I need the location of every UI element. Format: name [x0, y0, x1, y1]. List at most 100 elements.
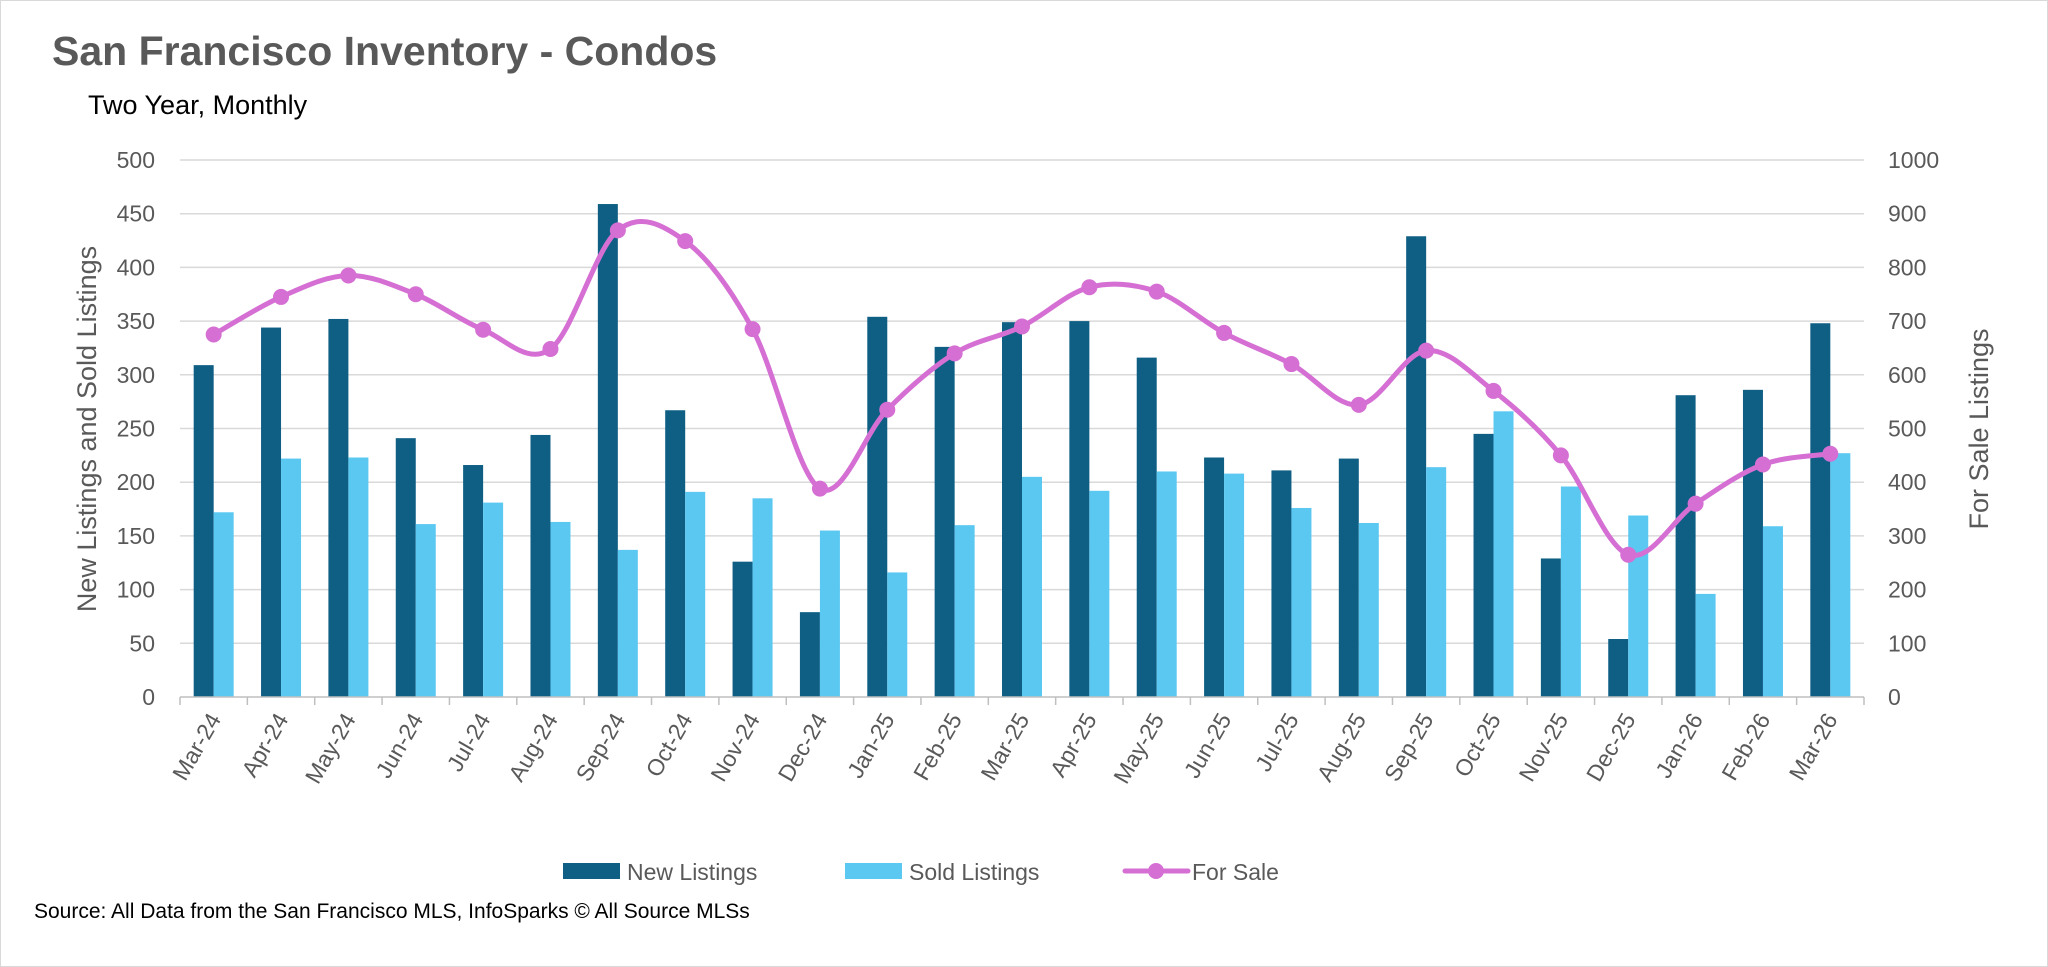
bar-sold-listings: [954, 525, 975, 697]
bar-new-listings: [395, 438, 416, 697]
y-tick-label: 0: [142, 684, 155, 710]
bar-new-listings: [1002, 322, 1022, 697]
point-for-sale: [542, 341, 559, 358]
y2-tick-label: 400: [1888, 469, 1926, 495]
chart-subtitle: Two Year, Monthly: [88, 90, 308, 120]
bar-new-listings: [1069, 321, 1090, 697]
x-tick-label: Aug-24: [503, 708, 563, 785]
bar-new-listings: [193, 365, 214, 697]
x-tick-label: Nov-24: [705, 708, 765, 785]
line-series: [205, 219, 1839, 563]
point-for-sale: [879, 401, 896, 418]
y-tick-label: 350: [117, 308, 155, 334]
bar-new-listings: [799, 612, 820, 697]
bar-new-listings: [597, 204, 618, 697]
bar-sold-listings: [348, 457, 369, 697]
bar-sold-listings: [1493, 411, 1514, 697]
y2-axis-title: For Sale Listings: [1964, 328, 1994, 529]
y-tick-label: 450: [117, 201, 155, 227]
legend-label-sold-listings: Sold Listings: [909, 859, 1039, 885]
y-tick-label: 150: [117, 523, 155, 549]
bar-new-listings: [867, 316, 888, 697]
point-for-sale: [609, 222, 626, 239]
bar-new-listings: [934, 346, 955, 697]
y-tick-label: 500: [117, 147, 155, 173]
bar-new-listings: [665, 410, 686, 697]
point-for-sale: [205, 326, 222, 343]
bar-new-listings: [1742, 389, 1763, 697]
y2-tick-label: 600: [1888, 362, 1926, 388]
x-tick-label: Apr-25: [1045, 709, 1102, 782]
bar-new-listings: [1204, 457, 1225, 697]
bar-sold-listings: [1089, 490, 1110, 697]
point-for-sale: [1081, 279, 1098, 296]
x-tick-label: Jan-25: [842, 709, 900, 783]
bar-new-listings: [1473, 433, 1494, 697]
y2-tick-label: 100: [1888, 630, 1926, 656]
y-tick-label: 100: [117, 577, 155, 603]
point-for-sale: [1283, 356, 1300, 373]
point-for-sale: [1754, 456, 1771, 473]
bar-new-listings: [530, 434, 551, 697]
bar-new-listings: [328, 318, 349, 697]
x-tick-label: Jun-24: [370, 708, 428, 782]
point-for-sale: [1418, 342, 1435, 359]
bar-sold-listings: [1830, 453, 1851, 697]
bar-new-listings: [732, 561, 753, 697]
y2-tick-label: 200: [1888, 577, 1926, 603]
x-tick-label: Dec-24: [773, 708, 833, 785]
point-for-sale: [744, 321, 761, 338]
bar-sold-listings: [1358, 523, 1379, 697]
bar-new-listings: [1608, 639, 1629, 697]
x-tick-label: Sep-24: [571, 708, 631, 785]
bar-sold-listings: [213, 512, 234, 697]
x-tick-label: Feb-26: [1716, 709, 1775, 785]
x-tick-label: Jul-25: [1250, 709, 1304, 776]
legend-item-new-listings[interactable]: New Listings: [563, 859, 757, 885]
point-for-sale: [1216, 324, 1233, 341]
bar-sold-listings: [617, 549, 638, 697]
x-tick-label: Mar-24: [167, 708, 226, 784]
point-for-sale: [475, 321, 492, 338]
bar-sold-listings: [550, 521, 571, 697]
bar-sold-listings: [1560, 486, 1581, 697]
source-note: Source: All Data from the San Francisco …: [34, 900, 750, 923]
y-tick-label: 50: [129, 630, 155, 656]
x-tick-label: Jan-26: [1650, 709, 1708, 783]
bar-sold-listings: [752, 498, 773, 697]
bar-sold-listings: [483, 502, 504, 697]
bar-sold-listings: [1291, 507, 1312, 697]
x-tick-label: Sep-25: [1379, 709, 1439, 786]
y-axis-title: New Listings and Sold Listings: [72, 246, 102, 612]
x-tick-label: Nov-25: [1514, 709, 1574, 786]
point-for-sale: [1687, 495, 1704, 512]
bar-sold-listings: [1156, 471, 1177, 697]
bar-sold-listings: [1762, 526, 1783, 697]
x-tick-label: Oct-24: [640, 708, 697, 781]
y2-tick-label: 0: [1888, 684, 1901, 710]
y2-tick-label: 500: [1888, 416, 1926, 442]
x-tick-label: Jul-24: [442, 708, 496, 775]
legend: New Listings Sold Listings For Sale: [563, 859, 1279, 885]
x-tick-label: Aug-25: [1312, 709, 1372, 786]
y2-tick-label: 900: [1888, 201, 1926, 227]
bar-series: [193, 204, 1851, 697]
y-tick-label: 400: [117, 254, 155, 280]
x-tick-label: May-25: [1108, 709, 1169, 788]
y2-tick-label: 1000: [1888, 147, 1939, 173]
x-tick-label: Jun-25: [1179, 709, 1237, 783]
y2-tick-label: 800: [1888, 254, 1926, 280]
bar-new-listings: [1406, 236, 1427, 697]
x-tick-label: Oct-25: [1449, 709, 1506, 782]
legend-item-sold-listings[interactable]: Sold Listings: [845, 859, 1039, 885]
bar-new-listings: [1675, 395, 1696, 697]
legend-item-for-sale[interactable]: For Sale: [1122, 859, 1279, 885]
bar-new-listings: [1540, 558, 1561, 697]
bar-new-listings: [1136, 357, 1157, 697]
bar-sold-listings: [685, 491, 706, 697]
x-tick-label: Dec-25: [1581, 709, 1641, 786]
bar-sold-listings: [819, 530, 840, 697]
point-for-sale: [1148, 283, 1165, 300]
x-tick-label: Feb-25: [908, 709, 967, 785]
